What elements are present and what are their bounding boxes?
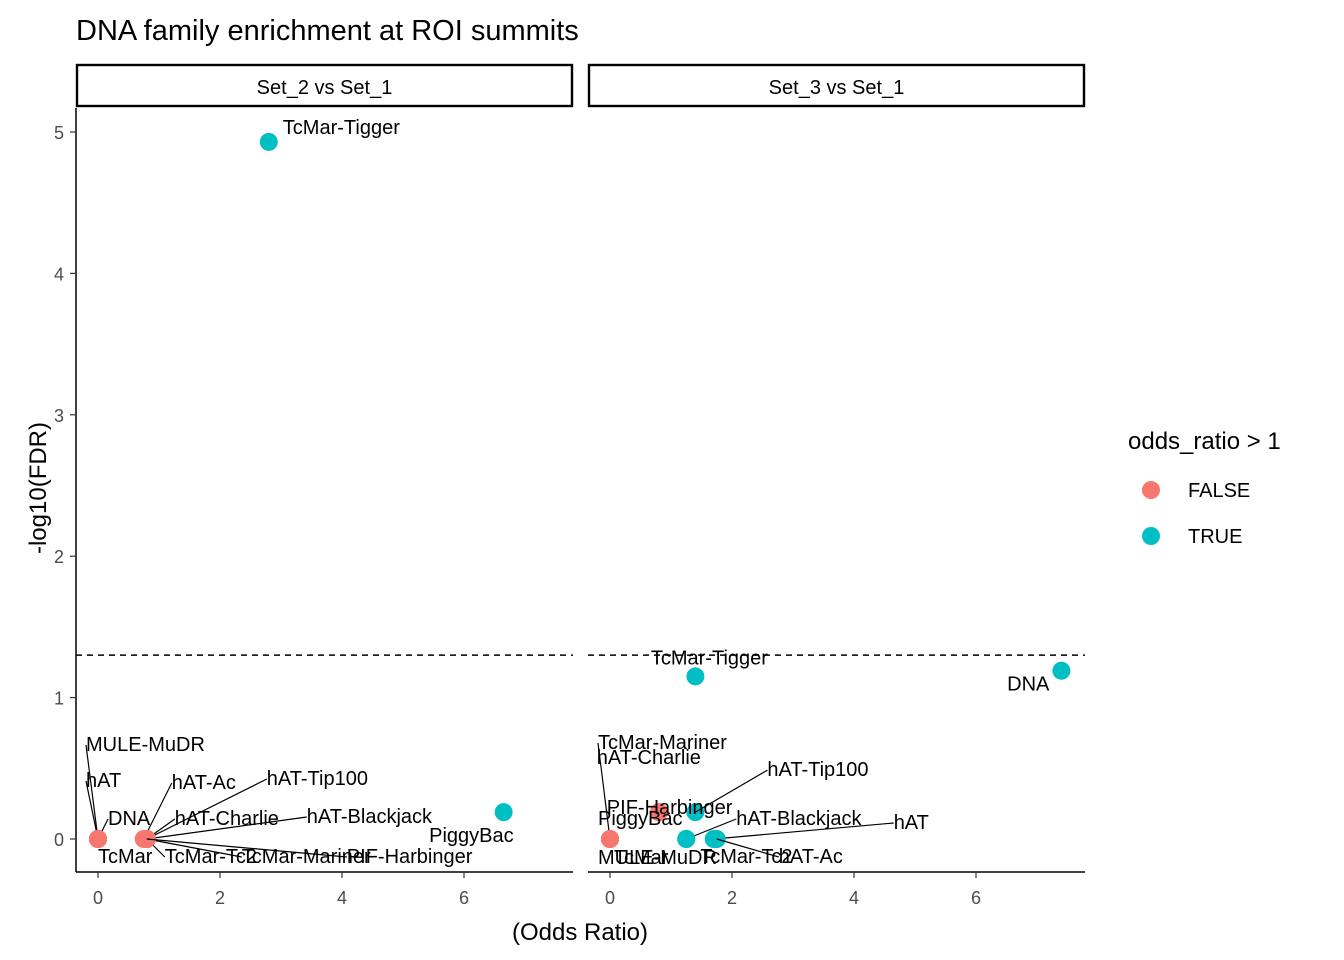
point-label: PiggyBac — [598, 808, 683, 830]
legend-title: odds_ratio > 1 — [1128, 428, 1281, 455]
data-point — [1052, 661, 1071, 680]
legend-label: FALSE — [1188, 480, 1250, 502]
x-tick-label: 6 — [971, 888, 981, 908]
x-tick-label: 0 — [605, 888, 615, 908]
point-label: hAT-Ac — [779, 846, 843, 868]
facet-strip-label: Set_3 vs Set_1 — [769, 77, 905, 99]
facet-panel: Set_3 vs Set_1 0 2 4 6 TcMar-Tigger DNA hAT-Tip… — [587, 63, 1086, 908]
label-leader-line — [85, 780, 99, 840]
label-leader-line — [597, 742, 611, 840]
y-tick-label: 4 — [54, 264, 64, 284]
y-tick-label: 0 — [54, 830, 64, 850]
point-label: hAT-Blackjack — [736, 808, 862, 830]
point-label: hAT-Tip100 — [767, 759, 868, 781]
point-label: hAT-Tip100 — [267, 768, 368, 790]
point-label: PIF-Harbinger — [607, 797, 733, 819]
data-point — [677, 830, 696, 848]
point-label: TcMar-Mariner — [598, 732, 727, 754]
point-label: hAT-Ac — [172, 772, 236, 794]
facet-strip — [587, 63, 1086, 108]
point-label: hAT — [86, 770, 121, 792]
label-leader-line — [695, 769, 768, 813]
label-leader-line — [146, 838, 242, 858]
label-leader-line — [85, 744, 99, 840]
legend: odds_ratio > 1 FALSE TRUE — [1128, 428, 1281, 548]
x-tick-label: 6 — [459, 888, 469, 908]
y-axis-title: -log10(FDR) — [25, 422, 52, 554]
x-tick-label: 2 — [727, 888, 737, 908]
y-tick-label: 5 — [54, 123, 64, 143]
legend-label: TRUE — [1188, 526, 1242, 548]
y-tick-label: 3 — [54, 406, 64, 426]
y-tick-label: 1 — [54, 689, 64, 709]
data-point — [494, 803, 513, 822]
facets: Set_2 vs Set_1 0 2 4 6 0 1 2 3 4 5 TcMar-Tigger Pigg… — [54, 63, 1086, 908]
point-label: TcMar-Tigger — [283, 117, 400, 139]
facet-panel: Set_2 vs Set_1 0 2 4 6 0 1 2 3 4 5 TcMar-Tigger Pigg… — [54, 63, 574, 908]
point-label: PIF-Harbinger — [347, 846, 473, 868]
label-leader-line — [143, 782, 173, 840]
label-leader-line — [713, 822, 894, 840]
y-tick-label: 2 — [54, 547, 64, 567]
point-label: TcMar-Tigger — [651, 647, 768, 669]
x-tick-label: 0 — [93, 888, 103, 908]
data-point — [649, 803, 668, 822]
point-label: MULE-MuDR — [598, 847, 717, 869]
point-label: hAT-Charlie — [597, 747, 701, 769]
chart-title: DNA family enrichment at ROI summits — [76, 15, 579, 47]
point-label: hAT-Charlie — [175, 808, 279, 830]
x-tick-label: 2 — [215, 888, 225, 908]
point-label: TcMar-Mariner — [242, 846, 371, 868]
x-tick-label: 4 — [849, 888, 859, 908]
data-point — [89, 830, 107, 848]
x-axis-title: (Odds Ratio) — [512, 919, 648, 946]
point-label: PiggyBac — [429, 825, 514, 847]
label-leader-line — [716, 838, 779, 858]
point-label: TcMar-Tc2 — [700, 846, 792, 868]
data-point — [601, 830, 619, 848]
label-leader-line — [146, 816, 307, 840]
point-label: MULE-MuDR — [86, 734, 205, 756]
legend-key — [1142, 481, 1160, 499]
point-label: hAT — [894, 812, 929, 834]
label-leader-line — [146, 838, 347, 858]
point-label: hAT-Blackjack — [307, 806, 433, 828]
label-leader-line — [146, 778, 268, 840]
point-label: DNA — [1007, 674, 1050, 696]
x-tick-label: 4 — [337, 888, 347, 908]
point-label: DNA — [108, 808, 151, 830]
data-point — [686, 667, 705, 686]
point-label: TcMar — [98, 846, 153, 868]
facet-strip — [75, 63, 574, 108]
legend-key — [1142, 527, 1160, 545]
data-point — [259, 132, 278, 151]
facet-strip-label: Set_2 vs Set_1 — [257, 77, 393, 99]
point-label: TcMar — [614, 847, 669, 869]
point-label: TcMar-Tc2 — [165, 846, 257, 868]
